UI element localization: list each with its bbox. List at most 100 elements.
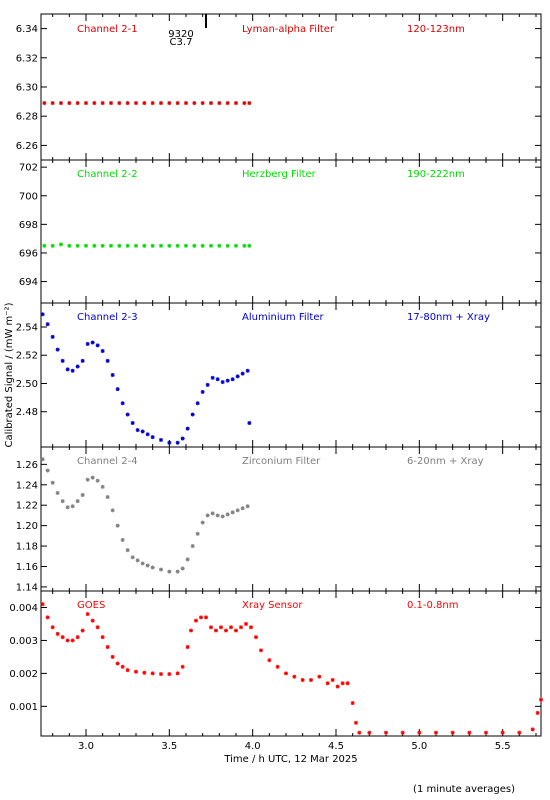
averaging-note: (1 minute averages) bbox=[413, 784, 515, 795]
data-point bbox=[50, 101, 55, 106]
data-point bbox=[247, 101, 252, 106]
data-point bbox=[484, 730, 488, 735]
y-ticks: 1.14 1.16 1.18 1.20 1.22 1.24 1.26 bbox=[16, 460, 541, 593]
data-point bbox=[100, 243, 105, 248]
panel-channel-2-4: Channel 2-4 Zirconium Filter 6-20nm + Xr… bbox=[16, 446, 542, 593]
y-tick-label: 6.28 bbox=[16, 112, 38, 123]
y-tick-label: 6.30 bbox=[16, 83, 38, 94]
data-point bbox=[230, 510, 235, 515]
data-point bbox=[75, 243, 80, 248]
data-point bbox=[175, 440, 180, 445]
data-point bbox=[205, 513, 210, 518]
y-tick-label: 1.14 bbox=[16, 582, 38, 593]
panel-title-right: 190-222nm bbox=[407, 169, 465, 180]
y-tick-label: 694 bbox=[19, 277, 38, 288]
data-point bbox=[200, 389, 205, 394]
data-point bbox=[500, 730, 505, 735]
data-point bbox=[84, 101, 88, 106]
y-tick-label: 1.16 bbox=[16, 562, 38, 573]
data-point bbox=[140, 561, 145, 566]
data-point bbox=[159, 672, 163, 677]
data-point bbox=[434, 730, 438, 735]
data-point bbox=[67, 243, 72, 248]
data-point bbox=[185, 557, 190, 562]
data-point bbox=[245, 504, 250, 509]
data-point bbox=[220, 514, 225, 519]
data-point bbox=[194, 618, 198, 623]
data-point bbox=[230, 377, 235, 382]
flare-marker-class: C3.7 bbox=[170, 37, 193, 48]
data-point bbox=[292, 674, 297, 679]
data-point bbox=[517, 730, 522, 735]
data-point bbox=[249, 625, 253, 630]
data-point bbox=[367, 730, 372, 735]
data-point bbox=[135, 558, 140, 563]
data-point bbox=[325, 681, 330, 686]
y-tick-label: 0.004 bbox=[9, 603, 38, 614]
data-point bbox=[225, 378, 230, 383]
x-ticks bbox=[52, 14, 537, 160]
data-point bbox=[65, 505, 70, 510]
data-point bbox=[92, 101, 97, 106]
data-point bbox=[200, 101, 205, 106]
data-point bbox=[167, 101, 172, 106]
data-point bbox=[330, 677, 335, 682]
panel-title-right: 17-80nm + Xray bbox=[407, 312, 490, 323]
y-axis-label: Calibrated Signal / (mW m⁻²) bbox=[4, 302, 15, 447]
y-tick-label: 6.26 bbox=[16, 141, 38, 152]
data-point bbox=[125, 412, 130, 417]
data-point bbox=[180, 436, 185, 441]
data-point bbox=[125, 243, 130, 248]
data-point bbox=[40, 602, 45, 607]
x-tick-label: 4.0 bbox=[245, 741, 261, 752]
data-point bbox=[247, 421, 252, 425]
data-point bbox=[195, 401, 200, 406]
data-point bbox=[135, 428, 140, 433]
data-point bbox=[42, 243, 47, 248]
panel-title-left: Channel 2-3 bbox=[77, 312, 138, 323]
data-point bbox=[200, 520, 205, 525]
data-point bbox=[167, 440, 172, 445]
x-ticks bbox=[52, 303, 537, 447]
x-axis-label: Time / h UTC, 12 Mar 2025 bbox=[223, 754, 357, 765]
y-tick-label: 0.003 bbox=[9, 636, 38, 647]
x-ticks bbox=[52, 447, 537, 591]
data-points bbox=[40, 312, 252, 445]
data-point bbox=[267, 658, 272, 663]
data-point bbox=[60, 358, 65, 363]
data-point bbox=[240, 506, 245, 511]
x-tick-label: 3.5 bbox=[161, 741, 177, 752]
panel-channel-2-1: Channel 2-1 Lyman-alpha Filter 120-123nm… bbox=[16, 13, 542, 161]
data-point bbox=[142, 101, 147, 106]
data-point bbox=[400, 730, 405, 735]
x-tick-label: 4.5 bbox=[328, 741, 344, 752]
data-point bbox=[210, 375, 215, 380]
data-point bbox=[184, 101, 188, 106]
data-point bbox=[217, 101, 222, 106]
data-point bbox=[42, 101, 47, 106]
data-point bbox=[215, 513, 220, 518]
data-point bbox=[142, 243, 147, 248]
data-point bbox=[200, 243, 205, 248]
data-point bbox=[150, 243, 155, 248]
data-point bbox=[84, 243, 88, 248]
y-tick-label: 2.48 bbox=[16, 407, 38, 418]
data-point bbox=[175, 243, 180, 248]
panel-channel-2-3: Channel 2-3 Aluminium Filter 17-80nm + X… bbox=[16, 302, 542, 448]
data-point bbox=[235, 374, 240, 379]
y-tick-label: 6.32 bbox=[16, 53, 38, 64]
data-point bbox=[115, 661, 120, 666]
data-point bbox=[224, 628, 228, 633]
data-point bbox=[117, 243, 122, 248]
panel-title-left: Channel 2-2 bbox=[77, 169, 138, 180]
data-point bbox=[245, 368, 250, 373]
data-point bbox=[140, 429, 145, 434]
data-point bbox=[100, 484, 105, 489]
panel-title-right: 0.1-0.8nm bbox=[407, 600, 459, 611]
data-point bbox=[85, 341, 90, 346]
data-point bbox=[309, 677, 313, 682]
data-point bbox=[59, 242, 63, 247]
panel-title-mid: Xray Sensor bbox=[242, 600, 303, 611]
data-point bbox=[90, 475, 95, 480]
